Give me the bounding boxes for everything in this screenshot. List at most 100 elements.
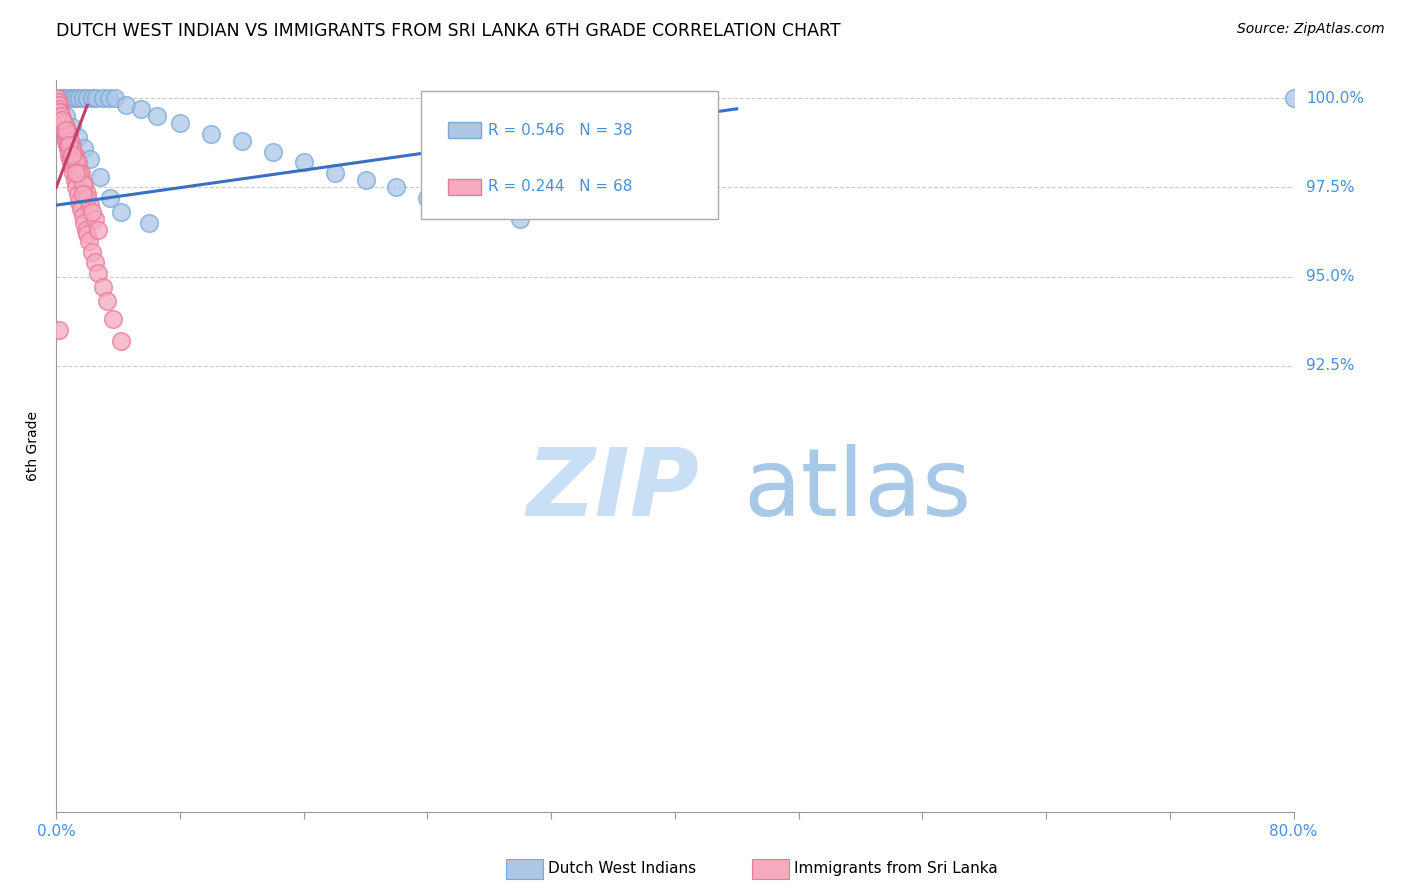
Point	[416, 191, 439, 205]
Point	[80, 205, 103, 219]
Point	[97, 91, 120, 105]
Point	[292, 155, 315, 169]
Point	[129, 102, 153, 116]
Point	[262, 145, 284, 159]
Point	[59, 155, 82, 169]
Point	[80, 91, 103, 105]
Point	[70, 202, 93, 216]
Point	[53, 116, 76, 130]
Point	[146, 109, 169, 123]
Point	[51, 116, 73, 130]
Point	[49, 109, 72, 123]
Point	[231, 134, 253, 148]
Point	[169, 116, 191, 130]
Text: Source: ZipAtlas.com: Source: ZipAtlas.com	[1237, 22, 1385, 37]
Point	[463, 202, 485, 216]
Point	[63, 173, 86, 187]
Point	[51, 112, 73, 127]
Point	[72, 209, 94, 223]
Point	[62, 166, 84, 180]
Point	[55, 109, 77, 123]
Point	[48, 102, 70, 116]
Point	[509, 212, 531, 227]
Point	[73, 141, 96, 155]
Point	[48, 105, 70, 120]
Point	[53, 91, 76, 105]
Point	[200, 127, 222, 141]
FancyBboxPatch shape	[422, 91, 718, 219]
Point	[46, 91, 69, 105]
Point	[66, 155, 89, 169]
Point	[76, 191, 98, 205]
Point	[49, 105, 72, 120]
Point	[84, 255, 107, 269]
Point	[60, 148, 83, 162]
Text: ZIP: ZIP	[526, 444, 699, 536]
Point	[62, 91, 84, 105]
Point	[66, 187, 89, 202]
Text: atlas: atlas	[742, 444, 972, 536]
Point	[56, 91, 79, 105]
Point	[354, 173, 377, 187]
Point	[72, 187, 94, 202]
Point	[51, 112, 73, 127]
Bar	[449, 179, 481, 195]
Point	[110, 334, 132, 348]
Point	[79, 198, 101, 212]
Point	[56, 141, 79, 155]
Point	[77, 234, 100, 248]
Point	[69, 166, 90, 180]
Text: DUTCH WEST INDIAN VS IMMIGRANTS FROM SRI LANKA 6TH GRADE CORRELATION CHART: DUTCH WEST INDIAN VS IMMIGRANTS FROM SRI…	[56, 22, 841, 40]
Y-axis label: 6th Grade: 6th Grade	[25, 411, 39, 481]
Point	[91, 91, 114, 105]
Point	[58, 148, 80, 162]
Point	[59, 152, 82, 166]
Point	[75, 223, 97, 237]
Point	[1282, 91, 1305, 105]
Point	[73, 177, 96, 191]
Point	[385, 180, 408, 194]
Point	[60, 159, 83, 173]
Point	[58, 127, 80, 141]
Point	[98, 191, 122, 205]
Text: R = 0.546   N = 38: R = 0.546 N = 38	[488, 123, 633, 137]
Point	[63, 148, 86, 162]
Point	[60, 120, 83, 134]
Text: Dutch West Indians: Dutch West Indians	[548, 862, 696, 876]
Text: Immigrants from Sri Lanka: Immigrants from Sri Lanka	[794, 862, 998, 876]
Point	[91, 280, 114, 294]
Point	[69, 91, 90, 105]
Point	[110, 205, 132, 219]
Point	[72, 91, 94, 105]
Point	[96, 294, 118, 309]
Point	[49, 91, 72, 105]
Point	[103, 312, 125, 326]
Point	[138, 216, 160, 230]
Point	[60, 137, 83, 152]
Point	[323, 166, 346, 180]
Point	[51, 112, 73, 127]
Point	[65, 155, 87, 169]
Point	[58, 145, 80, 159]
Bar	[449, 122, 481, 138]
Point	[69, 194, 90, 209]
Point	[76, 91, 98, 105]
Text: 92.5%: 92.5%	[1306, 359, 1354, 373]
Text: 95.0%: 95.0%	[1306, 269, 1354, 284]
Point	[59, 91, 82, 105]
Point	[52, 120, 75, 134]
Point	[53, 127, 76, 141]
Point	[115, 98, 138, 112]
Point	[49, 109, 72, 123]
Point	[76, 187, 98, 202]
Point	[65, 180, 87, 194]
Point	[53, 123, 76, 137]
Point	[65, 91, 87, 105]
Point	[76, 227, 98, 241]
Point	[58, 137, 80, 152]
Point	[104, 91, 127, 105]
Point	[46, 95, 69, 109]
Point	[62, 145, 84, 159]
Point	[48, 323, 70, 337]
Point	[56, 127, 79, 141]
